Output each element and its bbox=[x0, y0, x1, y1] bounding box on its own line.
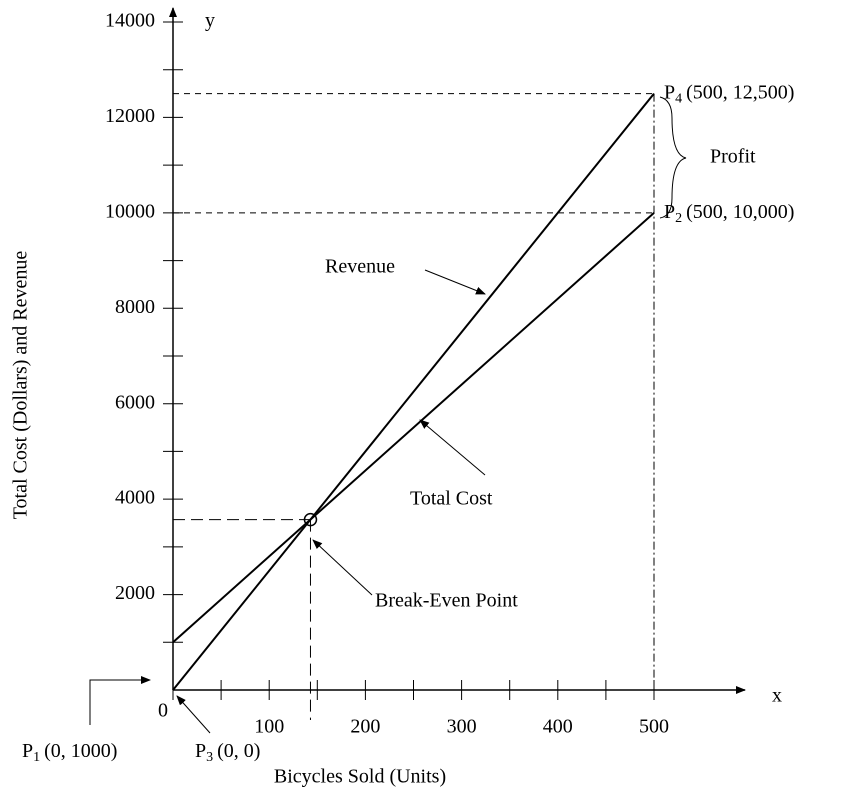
y-tick-label: 6000 bbox=[115, 391, 155, 413]
y-axis-label: Total Cost (Dollars) and Revenue bbox=[10, 251, 32, 520]
point-coords: (500, 10,000) bbox=[686, 200, 794, 222]
cost-arrow bbox=[419, 419, 486, 476]
point-sub: 3 bbox=[206, 750, 213, 765]
break-even-arrow bbox=[312, 539, 373, 596]
x-tick-label: 400 bbox=[543, 716, 573, 738]
point-name: P bbox=[22, 740, 33, 762]
y-tick-label: 4000 bbox=[115, 487, 155, 509]
y-axis-name: y bbox=[205, 10, 215, 32]
y-tick-label: 8000 bbox=[115, 296, 155, 318]
y-tick-label: 14000 bbox=[105, 10, 155, 32]
point-coords: (500, 12,500) bbox=[686, 81, 794, 103]
cost-label: Total Cost bbox=[410, 488, 493, 510]
point-name: P bbox=[664, 81, 675, 103]
point-label: P1 (0, 1000) bbox=[22, 740, 117, 766]
point-sub: 4 bbox=[675, 92, 682, 107]
point-sub: 2 bbox=[675, 211, 682, 226]
point-name: P bbox=[195, 740, 206, 762]
y-tick-label: 2000 bbox=[115, 582, 155, 604]
p3-arrow bbox=[176, 695, 211, 734]
x-tick-label: 300 bbox=[447, 716, 477, 738]
x-tick-label: 0 bbox=[158, 700, 168, 722]
series-line bbox=[172, 92, 655, 691]
profit-brace bbox=[659, 96, 687, 219]
y-tick-label: 12000 bbox=[105, 105, 155, 127]
x-tick-label: 200 bbox=[350, 716, 380, 738]
point-label: P4 (500, 12,500) bbox=[664, 81, 794, 107]
series-line bbox=[172, 212, 655, 644]
point-coords: (0, 0) bbox=[217, 740, 260, 762]
revenue-arrow bbox=[424, 269, 486, 295]
point-label: P2 (500, 10,000) bbox=[664, 200, 794, 226]
revenue-label: Revenue bbox=[325, 256, 395, 278]
x-tick-label: 100 bbox=[254, 716, 284, 738]
break-even-point bbox=[303, 512, 318, 527]
x-tick-label: 500 bbox=[639, 716, 669, 738]
break-even-label: Break-Even Point bbox=[375, 590, 518, 612]
point-sub: 1 bbox=[33, 750, 40, 765]
point-coords: (0, 1000) bbox=[44, 740, 117, 762]
point-name: P bbox=[664, 200, 675, 222]
y-tick-label: 10000 bbox=[105, 200, 155, 222]
p1-arrow bbox=[89, 676, 151, 725]
x-axis-label: Bicycles Sold (Units) bbox=[274, 766, 446, 788]
profit-label: Profit bbox=[710, 146, 756, 168]
point-label: P3 (0, 0) bbox=[195, 740, 260, 766]
x-axis-name: x bbox=[772, 685, 782, 707]
